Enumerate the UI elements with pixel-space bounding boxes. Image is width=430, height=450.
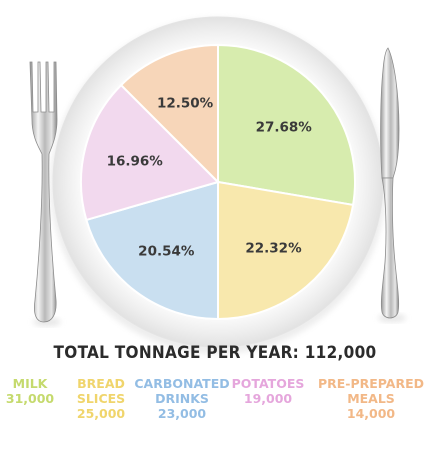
legend-value: 31,000 (5, 391, 55, 406)
pie-slice-label-4: 12.50% (157, 96, 214, 112)
pie-slice-label-1: 22.32% (245, 241, 302, 257)
pie-slice-label-2: 20.54% (138, 244, 195, 260)
legend-value: 19,000 (243, 391, 293, 406)
legend-label-line: SLICES (76, 391, 126, 406)
pie-slice-label-3: 16.96% (107, 154, 164, 170)
legend-item-1: BREAD SLICES 25,000 (41, 376, 161, 421)
legend-label-line: BREAD (77, 376, 125, 391)
legend-item-3: POTATOES 19,000 (208, 376, 328, 406)
pie-slice-label-0: 27.68% (256, 120, 313, 136)
legend-value: 14,000 (346, 406, 396, 421)
legend-label-line: CARBONATED (134, 376, 230, 391)
pie-slice-3 (79, 83, 220, 222)
total-tonnage: TOTAL TONNAGE PER YEAR: 112,000 (53, 343, 377, 363)
legend-label-line: PRE-PREPARED (317, 376, 425, 391)
legend-label-line: POTATOES (231, 376, 305, 391)
legend-label-line: MILK (12, 376, 48, 391)
pie-slice-4 (119, 43, 219, 185)
fork-icon (29, 61, 61, 326)
knife-icon (378, 47, 406, 322)
legend-item-0: MILK 31,000 (0, 376, 90, 406)
pie-slice-0 (217, 43, 356, 207)
legend-item-4: PRE-PREPARED MEALS 14,000 (311, 376, 430, 421)
pie-slice-2 (85, 180, 219, 321)
legend-label-line: MEALS (347, 391, 395, 406)
legend-value: 25,000 (76, 406, 126, 421)
legend-label-line: DRINKS (155, 391, 209, 406)
legend-value: 23,000 (157, 406, 207, 421)
pie-slice-1 (217, 180, 355, 321)
legend-item-2: CARBONATED DRINKS 23,000 (122, 376, 242, 421)
pie-slices (79, 43, 356, 321)
pie-slice-labels: 27.68% 22.32% 20.54% 16.96% 12.50% (107, 96, 313, 260)
